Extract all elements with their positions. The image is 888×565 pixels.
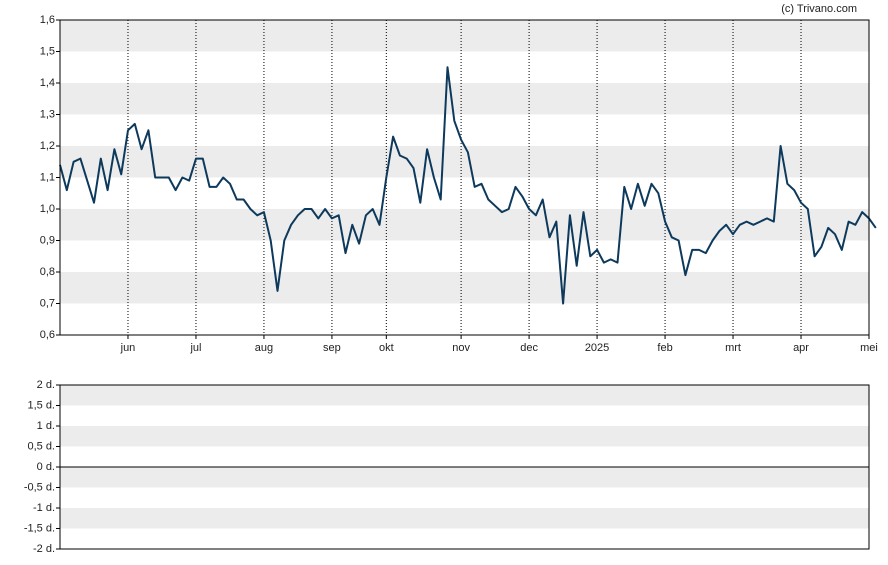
y-tick-label: -2 d. (33, 543, 55, 555)
y-tick-label: 0,6 (40, 329, 55, 341)
band (60, 385, 869, 406)
x-tick-label: okt (379, 342, 394, 354)
y-tick-label: 2 d. (37, 379, 55, 391)
x-tick-label: jun (120, 342, 136, 354)
band (60, 272, 869, 304)
band (60, 467, 869, 488)
x-tick-label: sep (323, 342, 341, 354)
x-tick-label: jul (189, 342, 201, 354)
x-tick-label: dec (520, 342, 538, 354)
x-tick-label: mrt (725, 342, 741, 354)
y-tick-label: -0,5 d. (24, 481, 55, 493)
x-tick-label: mei (860, 342, 878, 354)
y-tick-label: 1,5 d. (27, 399, 55, 411)
price-line (59, 66, 877, 305)
x-tick-label: aug (255, 342, 273, 354)
y-tick-label: 0,9 (40, 234, 55, 246)
y-tick-label: 1,2 (40, 140, 55, 152)
y-tick-label: 0,8 (40, 266, 55, 278)
x-tick-label: nov (452, 342, 470, 354)
y-tick-label: 1,0 (40, 203, 55, 215)
y-tick-label: 1,4 (40, 77, 55, 89)
plot-frame (59, 384, 870, 550)
band (60, 20, 869, 52)
x-tick-label: feb (657, 342, 672, 354)
y-tick-label: 1,3 (40, 108, 55, 120)
band (60, 146, 869, 178)
x-tick-label: 2025 (585, 342, 609, 354)
plot-frame (59, 19, 870, 336)
band (60, 508, 869, 529)
y-tick-label: 1 d. (37, 420, 55, 432)
band (60, 426, 869, 447)
y-tick-label: 0,5 d. (27, 440, 55, 452)
y-tick-label: 1,5 (40, 45, 55, 57)
y-tick-label: -1 d. (33, 502, 55, 514)
y-tick-label: 1,6 (40, 14, 55, 26)
credit: (c) Trivano.com (781, 3, 857, 15)
x-tick-label: apr (793, 342, 809, 354)
y-tick-label: -1,5 d. (24, 522, 55, 534)
y-tick-label: 1,1 (40, 171, 55, 183)
y-tick-label: 0 d. (37, 461, 55, 473)
band (60, 209, 869, 241)
y-tick-label: 0,7 (40, 297, 55, 309)
band (60, 83, 869, 115)
